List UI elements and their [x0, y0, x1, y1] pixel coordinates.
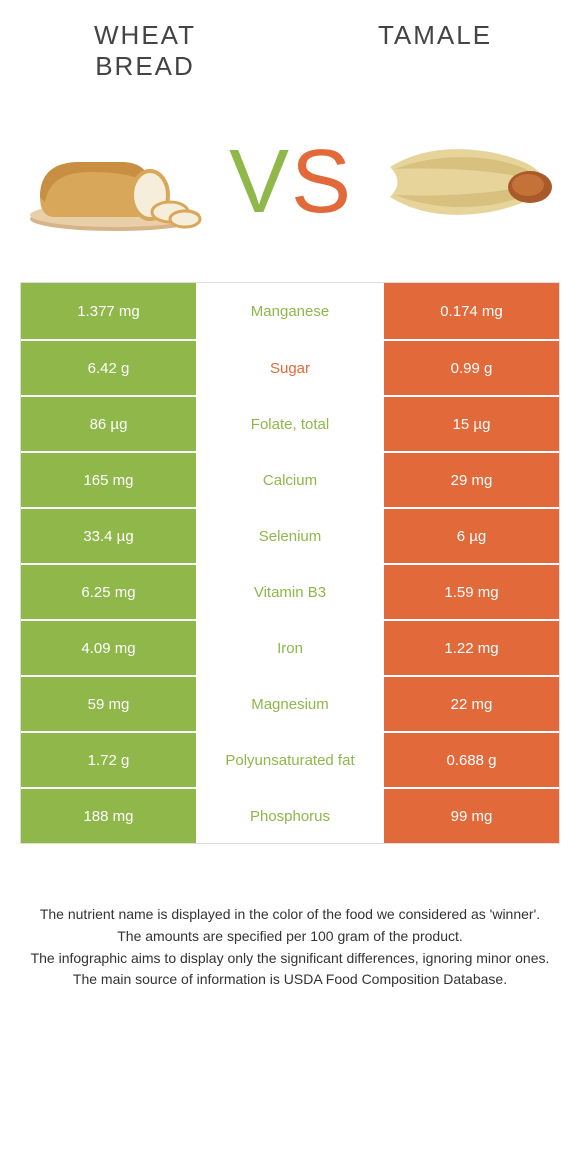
left-value: 86 µg — [21, 395, 196, 451]
nutrient-label: Vitamin B3 — [196, 563, 384, 619]
left-value: 188 mg — [21, 787, 196, 843]
left-value: 1.377 mg — [21, 283, 196, 339]
footnotes: The nutrient name is displayed in the co… — [0, 844, 580, 991]
right-value: 29 mg — [384, 451, 559, 507]
table-row: 1.72 gPolyunsaturated fat0.688 g — [21, 731, 559, 787]
left-value: 1.72 g — [21, 731, 196, 787]
left-value: 59 mg — [21, 675, 196, 731]
table-row: 6.25 mgVitamin B31.59 mg — [21, 563, 559, 619]
nutrient-label: Polyunsaturated fat — [196, 731, 384, 787]
right-value: 6 µg — [384, 507, 559, 563]
left-value: 6.25 mg — [21, 563, 196, 619]
right-value: 1.22 mg — [384, 619, 559, 675]
table-row: 1.377 mgManganese0.174 mg — [21, 283, 559, 339]
table-row: 33.4 µgSelenium6 µg — [21, 507, 559, 563]
right-food-title: TAMALE — [290, 20, 580, 82]
table-row: 6.42 gSugar0.99 g — [21, 339, 559, 395]
table-row: 86 µgFolate, total15 µg — [21, 395, 559, 451]
right-value: 0.688 g — [384, 731, 559, 787]
nutrient-label: Manganese — [196, 283, 384, 339]
right-value: 99 mg — [384, 787, 559, 843]
nutrient-label: Selenium — [196, 507, 384, 563]
left-food-title: WHEATBREAD — [0, 20, 290, 82]
header: WHEATBREAD TAMALE — [0, 0, 580, 92]
left-value: 33.4 µg — [21, 507, 196, 563]
left-value: 165 mg — [21, 451, 196, 507]
left-value: 6.42 g — [21, 339, 196, 395]
table-row: 4.09 mgIron1.22 mg — [21, 619, 559, 675]
table-row: 59 mgMagnesium22 mg — [21, 675, 559, 731]
images-row: V S — [0, 92, 580, 282]
footnote-line: The amounts are specified per 100 gram o… — [30, 926, 550, 948]
table-row: 188 mgPhosphorus99 mg — [21, 787, 559, 843]
left-food-image — [20, 122, 210, 242]
vs-s: S — [291, 137, 351, 227]
footnote-line: The infographic aims to display only the… — [30, 948, 550, 970]
vs-label: V S — [229, 137, 351, 227]
comparison-table: 1.377 mgManganese0.174 mg6.42 gSugar0.99… — [20, 282, 560, 844]
right-value: 0.99 g — [384, 339, 559, 395]
table-row: 165 mgCalcium29 mg — [21, 451, 559, 507]
left-value: 4.09 mg — [21, 619, 196, 675]
nutrient-label: Sugar — [196, 339, 384, 395]
nutrient-label: Folate, total — [196, 395, 384, 451]
nutrient-label: Phosphorus — [196, 787, 384, 843]
right-value: 0.174 mg — [384, 283, 559, 339]
footnote-line: The main source of information is USDA F… — [30, 969, 550, 991]
nutrient-label: Calcium — [196, 451, 384, 507]
right-value: 15 µg — [384, 395, 559, 451]
nutrient-label: Iron — [196, 619, 384, 675]
nutrient-label: Magnesium — [196, 675, 384, 731]
footnote-line: The nutrient name is displayed in the co… — [30, 904, 550, 926]
right-value: 1.59 mg — [384, 563, 559, 619]
right-value: 22 mg — [384, 675, 559, 731]
right-food-image — [370, 122, 560, 242]
vs-v: V — [229, 137, 289, 227]
